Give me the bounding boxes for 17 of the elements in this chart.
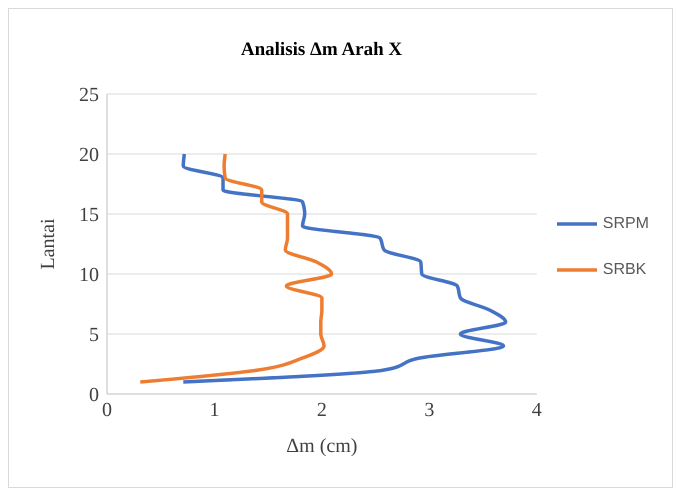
line-series (182, 152, 508, 384)
y-tick-label: 5 (89, 324, 99, 346)
y-tick-label: 15 (79, 204, 99, 226)
y-tick-label: 25 (79, 84, 99, 106)
y-axis-title: Lantai (37, 218, 60, 270)
y-tick-label: 20 (79, 144, 99, 166)
y-tick-label: 0 (89, 384, 99, 406)
x-tick-label: 4 (532, 399, 542, 422)
x-axis-title: Δm (cm) (286, 435, 358, 457)
x-tick-label: 3 (424, 399, 434, 422)
legend-label: SRBK (602, 260, 646, 278)
chart-title: Analisis Δm Arah X (240, 39, 404, 61)
line-series (138, 152, 334, 384)
legend-label: SRPM (602, 214, 649, 232)
x-tick-label: 2 (316, 399, 327, 422)
x-tick-label: 1 (209, 399, 220, 422)
y-tick-label: 10 (79, 264, 99, 286)
